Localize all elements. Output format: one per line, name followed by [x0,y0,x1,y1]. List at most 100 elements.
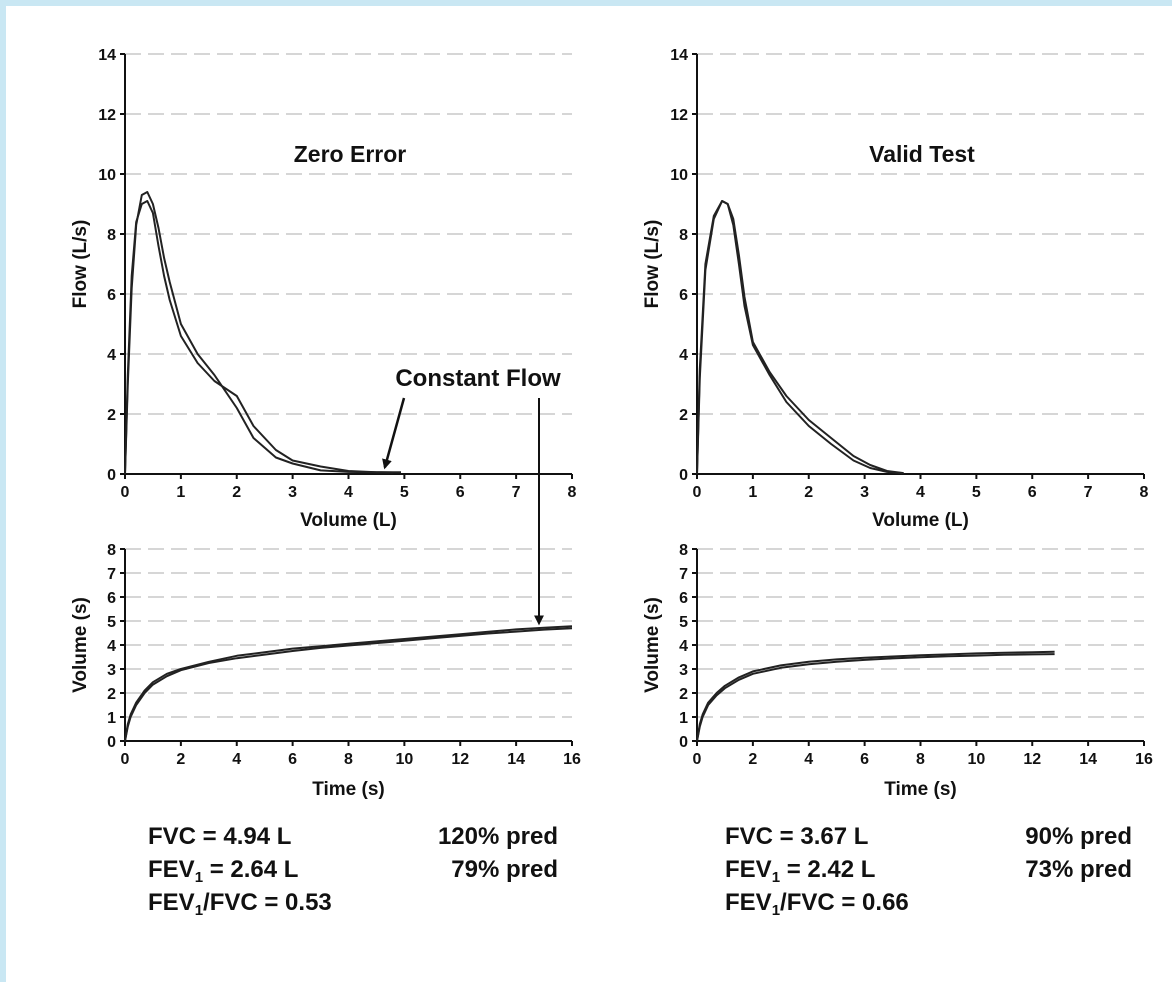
y-tick-label: 12 [670,107,688,124]
x-tick-label: 16 [1135,751,1153,768]
y-tick-label: 0 [107,734,116,751]
y-tick-label: 5 [107,614,116,631]
series-line-2 [696,200,904,475]
y-axis-label: Volume (s) [642,597,663,693]
x-tick-label: 2 [748,751,757,768]
y-tick-label: 6 [107,590,116,607]
x-tick-label: 6 [288,751,297,768]
x-tick-label: 6 [860,751,869,768]
x-tick-label: 0 [693,751,702,768]
fev1-value: = 2.64 L [203,856,299,883]
x-tick-label: 4 [232,751,241,768]
x-tick-label: 0 [693,484,702,501]
x-tick-label: 12 [451,751,469,768]
annotation-label: Constant Flow [395,365,561,392]
x-tick-label: 6 [1028,484,1037,501]
x-tick-label: 0 [121,751,130,768]
y-tick-label: 14 [98,47,116,64]
x-tick-label: 16 [563,751,581,768]
x-axis-label: Volume (L) [300,510,397,531]
y-tick-label: 1 [107,710,116,727]
series-line-2 [124,627,573,742]
x-tick-label: 7 [1084,484,1093,501]
x-tick-label: 10 [967,751,985,768]
series-line-1 [124,625,573,742]
fvc-row: FVC = 4.94 L 120% pred [148,820,558,853]
y-axis-label: Volume (s) [70,597,91,693]
y-tick-label: 5 [679,614,688,631]
x-tick-label: 8 [916,751,925,768]
y-tick-label: 2 [107,686,116,703]
y-tick-label: 4 [107,347,116,364]
ratio-label: FEV [148,889,195,916]
x-tick-label: 6 [456,484,465,501]
y-axis-label: Flow (L/s) [70,220,91,309]
y-tick-label: 12 [98,107,116,124]
series-line-2 [696,653,1055,742]
fev1-pred: 73% pred [1025,856,1132,883]
x-tick-label: 5 [972,484,981,501]
ratio-label: FEV [725,889,772,916]
ratio-subscript: 1 [771,902,781,919]
results-left: FVC = 4.94 L 120% pred FEV1 = 2.64 L 79%… [148,820,558,919]
y-tick-label: 8 [107,227,116,244]
chart-title: Zero Error [294,141,407,167]
y-tick-label: 14 [670,47,688,64]
y-tick-label: 8 [679,542,688,559]
x-tick-label: 3 [860,484,869,501]
series-line-2 [124,200,394,475]
x-tick-label: 0 [121,484,130,501]
y-axis-label: Flow (L/s) [642,220,663,309]
fvc-value: FVC = 3.67 L [725,823,869,850]
fev1-value: = 2.42 L [780,856,876,883]
y-tick-label: 6 [107,287,116,304]
x-tick-label: 4 [344,484,353,501]
ratio-row: FEV1/FVC = 0.53 [148,886,558,919]
fev1-row: FEV1 = 2.64 L 79% pred [148,853,558,886]
arrow-to-flow-curve [382,397,406,470]
y-tick-label: 0 [679,467,688,484]
constant-flow-annotation: Constant Flow [382,365,561,626]
x-tick-label: 14 [1079,751,1097,768]
ratio-subscript: 1 [194,902,204,919]
x-tick-label: 5 [400,484,409,501]
y-tick-label: 6 [679,590,688,607]
x-tick-label: 8 [344,751,353,768]
fvc-value: FVC = 4.94 L [148,823,292,850]
fvc-pred: 90% pred [1025,823,1132,850]
y-tick-label: 6 [679,287,688,304]
y-tick-label: 3 [679,662,688,679]
results-right: FVC = 3.67 L 90% pred FEV1 = 2.42 L 73% … [725,820,1132,919]
x-tick-label: 2 [804,484,813,501]
series-line-1 [696,650,1055,742]
y-tick-label: 1 [679,710,688,727]
y-tick-label: 2 [679,686,688,703]
y-tick-label: 10 [670,167,688,184]
y-tick-label: 0 [679,734,688,751]
y-tick-label: 7 [679,566,688,583]
chart-title: Valid Test [869,141,975,167]
x-tick-label: 8 [568,484,577,501]
fev1-subscript: 1 [194,869,204,886]
x-tick-label: 2 [176,751,185,768]
fev1-row: FEV1 = 2.42 L 73% pred [725,853,1132,886]
fvc-pred: 120% pred [437,823,558,850]
x-tick-label: 4 [804,751,813,768]
x-tick-label: 8 [1140,484,1149,501]
fev1-label: FEV [725,856,772,883]
x-tick-label: 10 [395,751,413,768]
x-tick-label: 1 [176,484,185,501]
x-tick-label: 3 [288,484,297,501]
x-tick-label: 7 [512,484,521,501]
ratio-value: /FVC = 0.53 [203,889,332,916]
series-line-1 [696,200,903,475]
y-tick-label: 10 [98,167,116,184]
fvc-row: FVC = 3.67 L 90% pred [725,820,1132,853]
y-tick-label: 2 [107,407,116,424]
x-axis-label: Time (s) [884,779,957,800]
fev1-pred: 79% pred [451,856,558,883]
